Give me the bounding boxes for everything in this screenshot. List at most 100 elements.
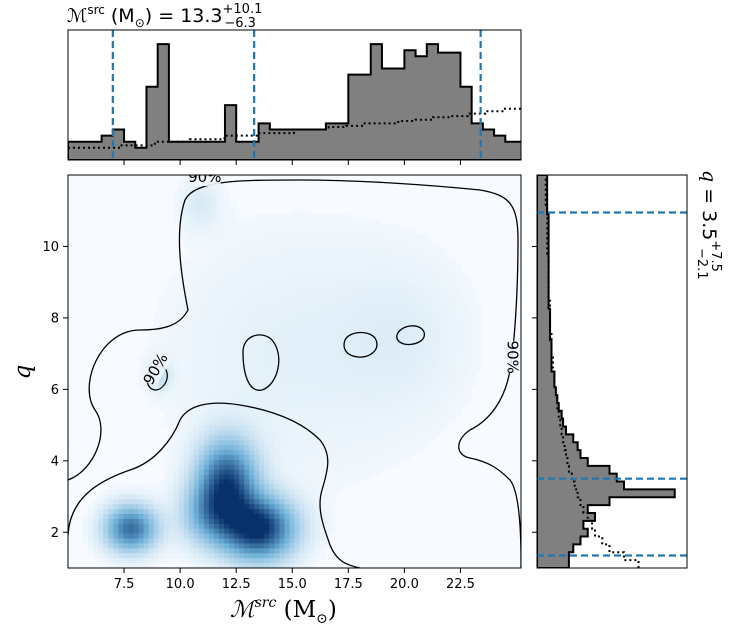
- density-cell: [334, 253, 341, 260]
- top-marginal-title: ℳsrc (M⊙) = 13.3+10.1 −6.3: [67, 2, 262, 31]
- density-cell: [344, 253, 351, 260]
- density-cell: [183, 396, 190, 402]
- density-cell: [234, 509, 240, 515]
- density-cell: [244, 484, 250, 490]
- density-cell: [229, 484, 235, 490]
- density-cell: [249, 450, 255, 456]
- density-cell: [178, 337, 185, 343]
- density-cell: [299, 287, 306, 294]
- density-cell: [249, 435, 255, 441]
- density-cell: [435, 430, 442, 436]
- density-cell: [349, 229, 356, 235]
- density-cell: [284, 425, 291, 432]
- density-cell: [274, 474, 280, 481]
- density-cell: [259, 351, 265, 358]
- density-cell: [445, 268, 452, 274]
- density-cell: [324, 327, 331, 333]
- density-cell: [475, 327, 482, 333]
- density-cell: [234, 366, 240, 373]
- density-cell: [133, 513, 140, 520]
- density-cell: [299, 450, 306, 456]
- density-cell: [213, 445, 220, 451]
- density-cell: [274, 342, 280, 348]
- density-cell: [188, 425, 195, 432]
- density-cell: [224, 258, 230, 265]
- density-cell: [254, 400, 260, 407]
- density-cell: [370, 400, 376, 407]
- density-cell: [334, 351, 341, 358]
- density-cell: [224, 543, 230, 549]
- density-cell: [329, 283, 336, 289]
- density-cell: [148, 396, 155, 402]
- density-cell: [264, 400, 270, 407]
- density-cell: [143, 509, 150, 515]
- density-cell: [294, 381, 301, 387]
- density-cell: [410, 287, 416, 294]
- density-cell: [234, 518, 240, 525]
- density-cell: [229, 209, 235, 215]
- density-cell: [410, 351, 416, 358]
- density-cell: [284, 548, 291, 554]
- density-cell: [254, 224, 260, 230]
- density-cell: [329, 332, 336, 338]
- density-cell: [435, 396, 442, 402]
- density-cell: [395, 391, 401, 397]
- density-cell: [249, 445, 255, 451]
- density-cell: [93, 504, 99, 510]
- density-cell: [244, 469, 250, 476]
- density-cell: [249, 371, 255, 378]
- density-cell: [203, 440, 210, 446]
- density-cell: [244, 292, 250, 299]
- density-cell: [410, 410, 416, 417]
- density-cell: [183, 361, 190, 368]
- density-cell: [163, 528, 170, 535]
- density-cell: [244, 327, 250, 333]
- density-cell: [193, 346, 200, 353]
- density-cell: [254, 420, 260, 427]
- density-cell: [304, 513, 311, 520]
- density-cell: [354, 302, 361, 309]
- density-cell: [299, 332, 306, 338]
- density-cell: [264, 415, 270, 422]
- density-cell: [183, 381, 190, 387]
- density-cell: [234, 558, 240, 564]
- density-cell: [284, 396, 291, 402]
- density-cell: [294, 337, 301, 343]
- density-cell: [163, 312, 170, 319]
- density-cell: [239, 518, 245, 525]
- density-cell: [219, 278, 225, 284]
- density-cell: [420, 278, 426, 284]
- density-cell: [440, 420, 447, 427]
- density-cell: [470, 361, 477, 368]
- density-cell: [208, 287, 215, 294]
- density-cell: [173, 533, 180, 540]
- density-cell: [284, 322, 291, 328]
- density-cell: [213, 209, 220, 215]
- density-cell: [415, 327, 421, 333]
- density-cell: [410, 337, 416, 343]
- density-cell: [274, 400, 280, 407]
- density-cell: [299, 337, 306, 343]
- density-cell: [188, 322, 195, 328]
- density-cell: [173, 484, 180, 490]
- density-cell: [430, 351, 437, 358]
- density-cell: [460, 337, 467, 343]
- density-cell: [138, 563, 145, 568]
- density-cell: [178, 435, 185, 441]
- density-cell: [208, 484, 215, 490]
- density-cell: [299, 415, 306, 422]
- top-title-err-up: +10.1: [223, 2, 263, 17]
- density-cell: [395, 450, 401, 456]
- density-cell: [259, 268, 265, 274]
- density-cell: [370, 337, 376, 343]
- density-cell: [168, 366, 175, 373]
- density-cell: [163, 543, 170, 549]
- density-cell: [349, 283, 356, 289]
- density-cell: [334, 342, 341, 348]
- density-cell: [213, 322, 220, 328]
- density-cell: [193, 543, 200, 549]
- density-cell: [229, 563, 235, 568]
- density-cell: [229, 494, 235, 500]
- density-cell: [284, 332, 291, 338]
- x-tick-label: 10.0: [166, 577, 195, 592]
